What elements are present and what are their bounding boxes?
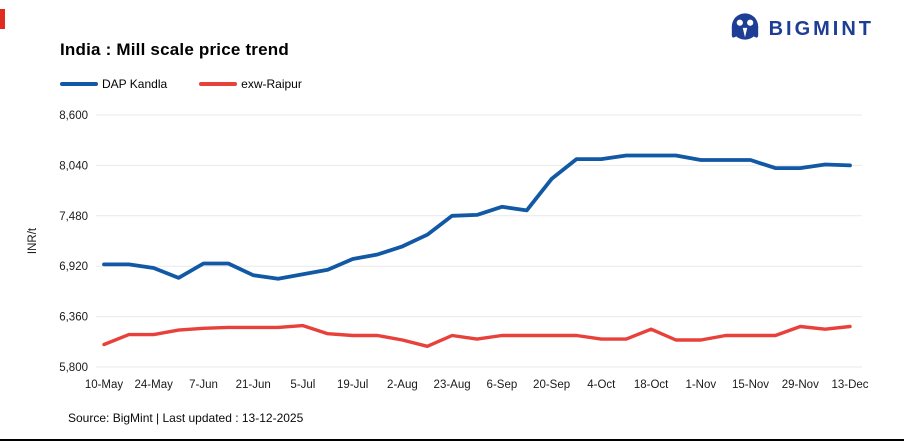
svg-text:20-Sep: 20-Sep [533, 379, 570, 391]
svg-text:4-Oct: 4-Oct [587, 379, 616, 391]
svg-text:6,360: 6,360 [59, 312, 88, 324]
svg-text:5,800: 5,800 [59, 362, 88, 374]
legend-label-exw-raipur: exw-Raipur [241, 77, 302, 91]
svg-text:6-Sep: 6-Sep [487, 379, 518, 391]
legend-item-exw-raipur: exw-Raipur [199, 77, 302, 91]
y-axis-title: INR/t [27, 227, 39, 254]
legend-swatch-dap-kandla [60, 82, 98, 86]
series-line-exw-raipur [102, 323, 852, 348]
svg-text:7,480: 7,480 [59, 211, 88, 223]
legend-item-dap-kandla: DAP Kandla [60, 77, 167, 91]
bigmint-logo: BIGMINT [729, 12, 874, 46]
accent-bar [0, 9, 5, 29]
svg-text:15-Nov: 15-Nov [732, 379, 769, 391]
svg-text:5-Jul: 5-Jul [290, 379, 315, 391]
chart-legend: DAP Kandla exw-Raipur [60, 77, 302, 91]
svg-text:6,920: 6,920 [59, 261, 88, 273]
svg-text:7-Jun: 7-Jun [189, 379, 218, 391]
x-axis-tick-labels: 10-May 24-May 7-Jun 21-Jun 5-Jul 19-Jul 2-Aug 2… [85, 379, 869, 391]
svg-text:21-Jun: 21-Jun [236, 379, 271, 391]
svg-text:8,040: 8,040 [59, 160, 88, 172]
svg-text:8,600: 8,600 [59, 110, 88, 122]
legend-swatch-exw-raipur [199, 82, 238, 86]
svg-text:24-May: 24-May [135, 379, 174, 391]
svg-text:2-Aug: 2-Aug [387, 379, 418, 391]
series-line-dap-kandla [102, 153, 852, 281]
bigmint-logo-text: BIGMINT [768, 17, 874, 40]
bottom-divider [0, 439, 904, 441]
svg-text:1-Nov: 1-Nov [685, 379, 716, 391]
bigmint-logo-icon [729, 12, 761, 46]
svg-text:29-Nov: 29-Nov [782, 379, 819, 391]
source-note: Source: BigMint | Last updated : 13-12-2… [68, 411, 304, 425]
chart-title: India : Mill scale price trend [60, 40, 289, 59]
svg-text:13-Dec: 13-Dec [831, 379, 868, 391]
svg-text:10-May: 10-May [85, 379, 124, 391]
y-axis-tick-labels: 5,800 6,360 6,920 7,480 8,040 8,600 [59, 110, 88, 374]
svg-text:18-Oct: 18-Oct [634, 379, 669, 391]
svg-text:23-Aug: 23-Aug [434, 379, 471, 391]
legend-label-dap-kandla: DAP Kandla [102, 77, 168, 91]
svg-text:19-Jul: 19-Jul [337, 379, 368, 391]
